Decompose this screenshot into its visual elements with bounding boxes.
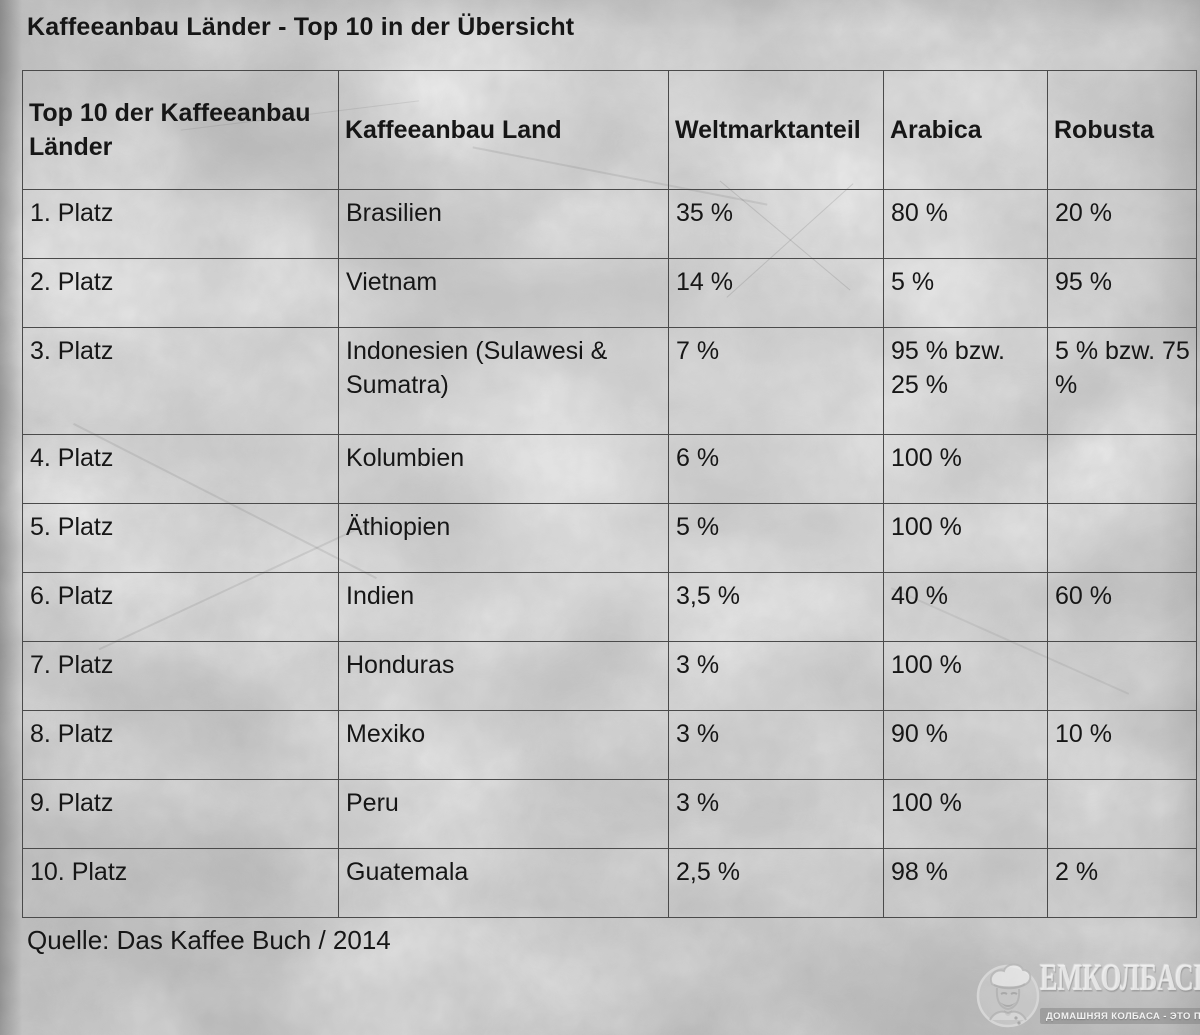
cell-rank: 3. Platz xyxy=(22,327,339,435)
cell-country: Äthiopien xyxy=(338,503,669,573)
col-header-rank: Top 10 der Kaffeeanbau Länder xyxy=(22,70,339,190)
cell-rank: 7. Platz xyxy=(22,641,339,711)
cell-arabica: 95 % bzw. 25 % xyxy=(883,327,1048,435)
cell-arabica: 100 % xyxy=(883,503,1048,573)
cell-rank: 2. Platz xyxy=(22,258,339,328)
table-row: 10. Platz Guatemala 2,5 % 98 % 2 % xyxy=(22,848,1197,918)
cell-robusta xyxy=(1047,779,1197,849)
cell-rank: 6. Platz xyxy=(22,572,339,642)
cell-share: 3 % xyxy=(668,641,884,711)
table-header-row: Top 10 der Kaffeeanbau Länder Kaffeeanba… xyxy=(22,70,1197,190)
cell-arabica: 100 % xyxy=(883,641,1048,711)
cell-rank: 8. Platz xyxy=(22,710,339,780)
cell-rank: 1. Platz xyxy=(22,189,339,259)
table-row: 1. Platz Brasilien 35 % 80 % 20 % xyxy=(22,189,1197,259)
cell-share: 6 % xyxy=(668,434,884,504)
cell-share: 5 % xyxy=(668,503,884,573)
table-row: 5. Platz Äthiopien 5 % 100 % xyxy=(22,503,1197,573)
cell-rank: 4. Platz xyxy=(22,434,339,504)
cell-country: Indonesien (Sulawesi & Sumatra) xyxy=(338,327,669,435)
cell-robusta: 5 % bzw. 75 % xyxy=(1047,327,1197,435)
cell-share: 14 % xyxy=(668,258,884,328)
cell-rank: 5. Platz xyxy=(22,503,339,573)
table-row: 6. Platz Indien 3,5 % 40 % 60 % xyxy=(22,572,1197,642)
table-row: 9. Platz Peru 3 % 100 % xyxy=(22,779,1197,849)
cell-robusta xyxy=(1047,434,1197,504)
col-header-robusta: Robusta xyxy=(1047,70,1197,190)
cell-country: Indien xyxy=(338,572,669,642)
cell-country: Mexiko xyxy=(338,710,669,780)
cell-share: 7 % xyxy=(668,327,884,435)
table-row: 4. Platz Kolumbien 6 % 100 % xyxy=(22,434,1197,504)
cell-country: Honduras xyxy=(338,641,669,711)
cell-robusta: 10 % xyxy=(1047,710,1197,780)
cell-arabica: 80 % xyxy=(883,189,1048,259)
source-note: Quelle: Das Kaffee Buch / 2014 xyxy=(27,925,391,955)
cell-rank: 10. Platz xyxy=(22,848,339,918)
page-title: Kaffeeanbau Länder - Top 10 in der Übers… xyxy=(27,13,575,41)
cell-share: 2,5 % xyxy=(668,848,884,918)
cell-arabica: 5 % xyxy=(883,258,1048,328)
cell-share: 3 % xyxy=(668,779,884,849)
cell-share: 3,5 % xyxy=(668,572,884,642)
cell-share: 35 % xyxy=(668,189,884,259)
col-header-arabica: Arabica xyxy=(883,70,1048,190)
cell-country: Kolumbien xyxy=(338,434,669,504)
table-row: 7. Platz Honduras 3 % 100 % xyxy=(22,641,1197,711)
table-row: 8. Platz Mexiko 3 % 90 % 10 % xyxy=(22,710,1197,780)
cell-country: Brasilien xyxy=(338,189,669,259)
table-row: 2. Platz Vietnam 14 % 5 % 95 % xyxy=(22,258,1197,328)
cell-robusta: 95 % xyxy=(1047,258,1197,328)
cell-robusta: 20 % xyxy=(1047,189,1197,259)
watermark-tagline: ДОМАШНЯЯ КОЛБАСА - ЭТО ПРОСТО! xyxy=(1040,1008,1200,1024)
col-header-country: Kaffeeanbau Land xyxy=(338,70,669,190)
cell-robusta: 2 % xyxy=(1047,848,1197,918)
cell-arabica: 40 % xyxy=(883,572,1048,642)
coffee-countries-table: Top 10 der Kaffeeanbau Länder Kaffeeanba… xyxy=(22,70,1197,918)
cell-share: 3 % xyxy=(668,710,884,780)
cell-rank: 9. Platz xyxy=(22,779,339,849)
cell-country: Vietnam xyxy=(338,258,669,328)
cell-arabica: 98 % xyxy=(883,848,1048,918)
cell-robusta xyxy=(1047,503,1197,573)
cell-country: Peru xyxy=(338,779,669,849)
table-row: 3. Platz Indonesien (Sulawesi & Sumatra)… xyxy=(22,327,1197,435)
watermark: ЕМКОЛБАСКИ ДОМАШНЯЯ КОЛБАСА - ЭТО ПРОСТО… xyxy=(974,956,1200,1035)
cell-country: Guatemala xyxy=(338,848,669,918)
col-header-share: Weltmarktanteil xyxy=(668,70,884,190)
chef-icon xyxy=(976,963,1040,1028)
watermark-brand: ЕМКОЛБАСКИ xyxy=(1040,958,1200,1000)
cell-arabica: 100 % xyxy=(883,434,1048,504)
cell-arabica: 90 % xyxy=(883,710,1048,780)
cell-robusta: 60 % xyxy=(1047,572,1197,642)
cell-robusta xyxy=(1047,641,1197,711)
cell-arabica: 100 % xyxy=(883,779,1048,849)
